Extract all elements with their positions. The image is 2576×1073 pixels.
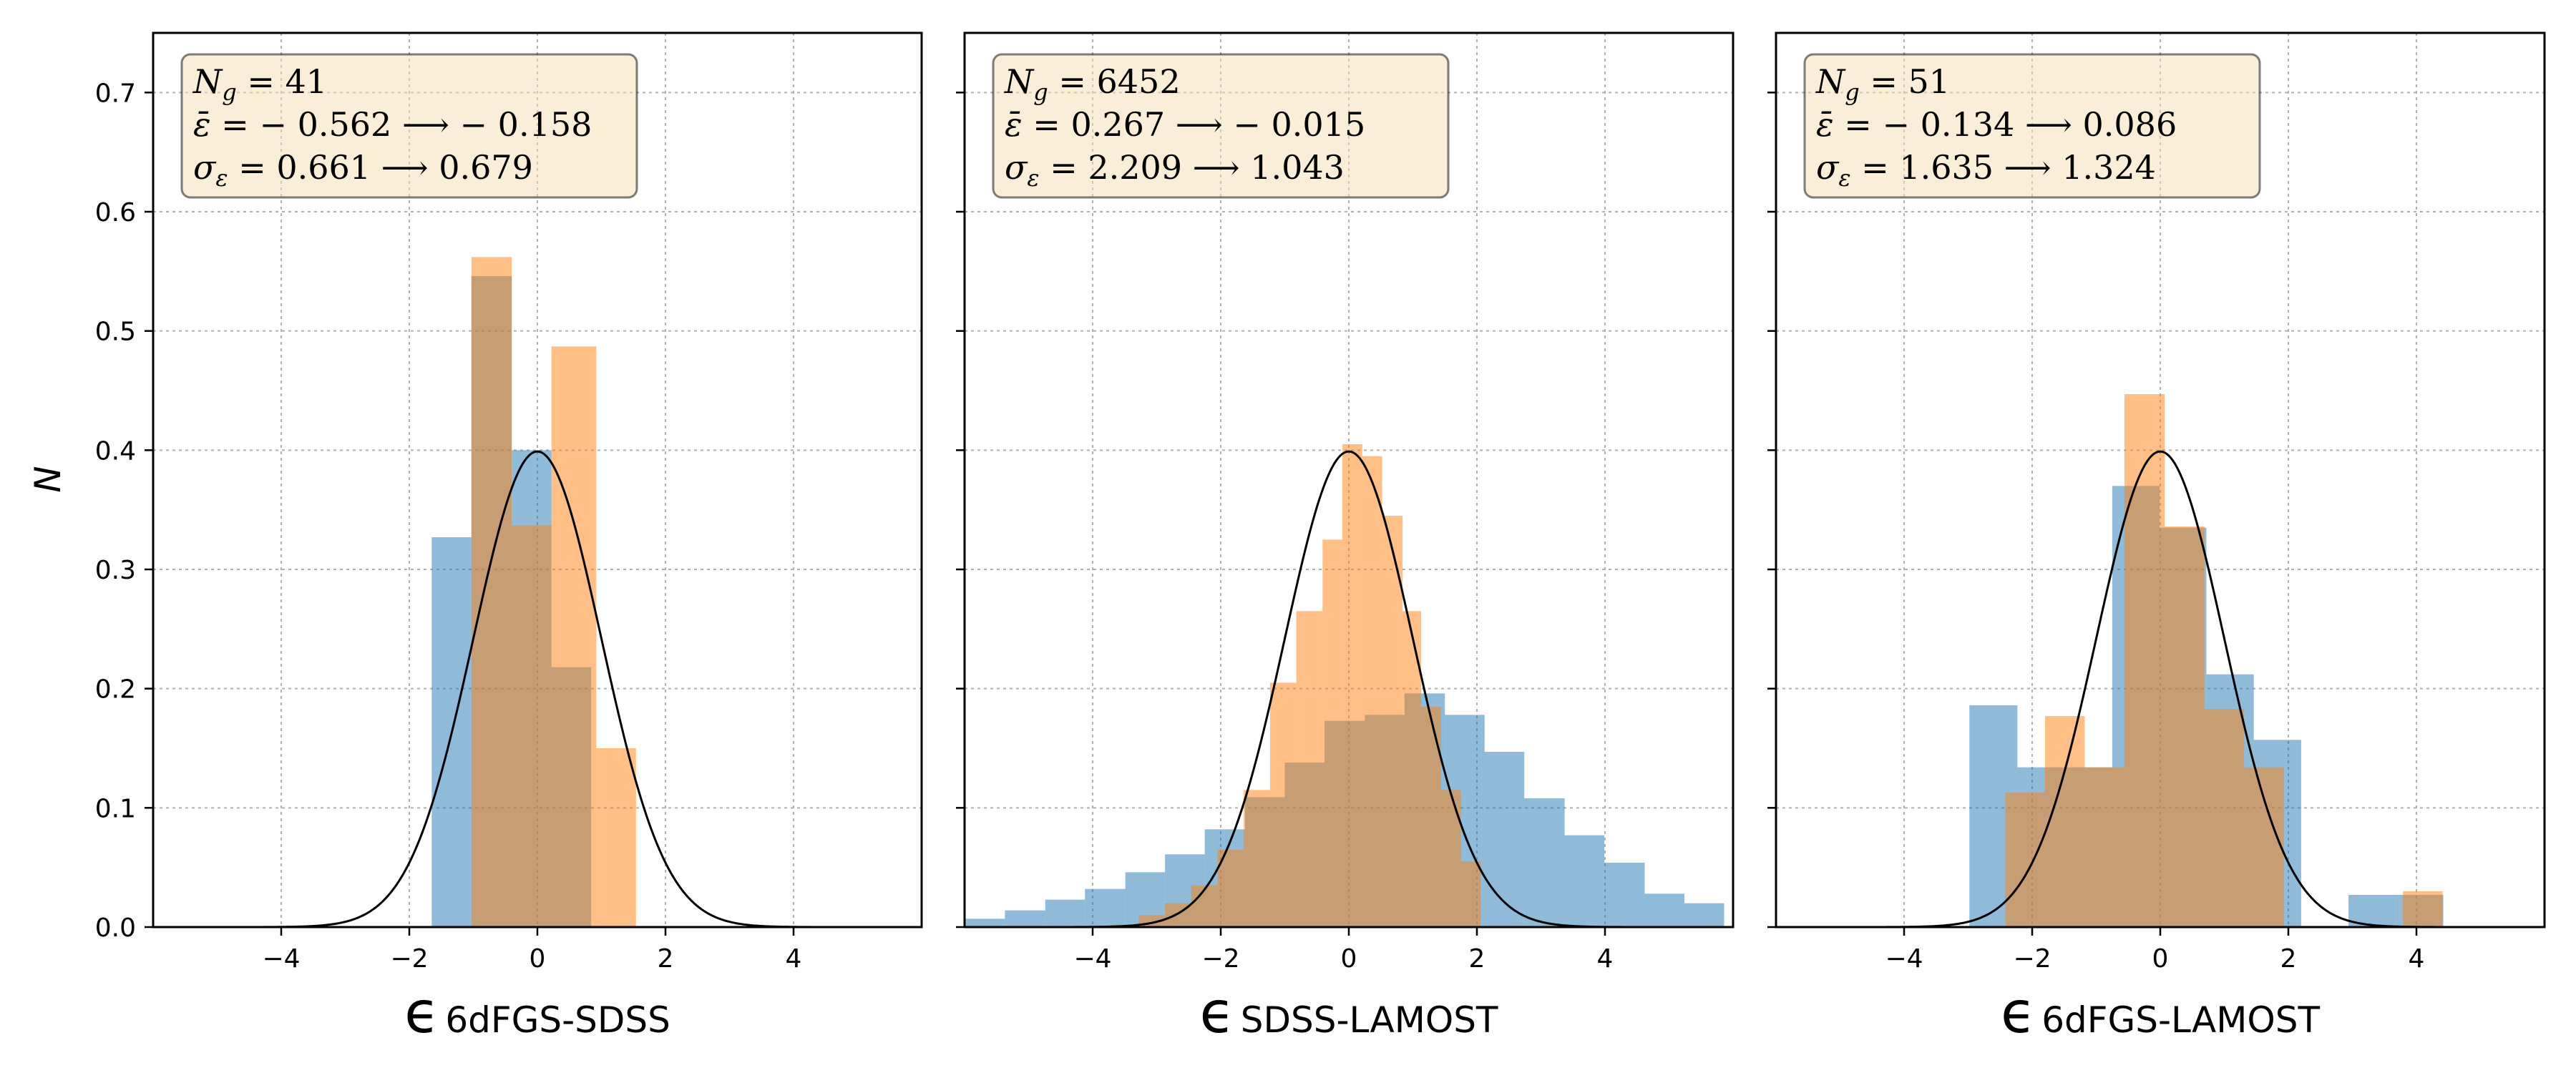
stats-line-1: Ng = 51 xyxy=(1815,62,1950,106)
gaussian-curve xyxy=(1840,450,2481,929)
x-tick-label: 2 xyxy=(2280,944,2297,974)
histogram-bar xyxy=(1362,456,1382,927)
y-tick-label: 0.6 xyxy=(95,198,136,227)
y-tick-label: 0.1 xyxy=(95,794,136,823)
histogram-after xyxy=(471,257,636,927)
x-tick-label: 0 xyxy=(2152,944,2169,974)
panel-1: −4 −2 0 2 4 0.0 0.1 0.2 0.3 0.4 0.5 0.6 0.7 ϵ 6dFGS-SD… xyxy=(95,31,923,1046)
histogram-bar xyxy=(512,525,552,927)
x-tick-label: 0 xyxy=(1341,944,1357,974)
y-tick-label: 0.2 xyxy=(95,675,136,705)
textbox-frame xyxy=(992,53,1450,199)
histograms xyxy=(431,257,636,927)
gaussian-curve xyxy=(217,450,858,929)
histogram-bar xyxy=(1484,752,1525,927)
histogram-bar xyxy=(1402,611,1422,927)
stats-line-3: σε = 1.635 ⟶ 1.324 xyxy=(1816,148,2156,192)
histogram-bar xyxy=(965,918,1005,927)
textbox-frame xyxy=(180,53,638,199)
y-tick-label: 0.4 xyxy=(95,436,136,466)
histogram-bar xyxy=(2084,767,2124,927)
histogram-bar xyxy=(1460,861,1481,927)
stats-line-1: Ng = 6452 xyxy=(1004,62,1181,106)
histogram-bar xyxy=(1045,899,1085,927)
gaussian-curve xyxy=(1028,450,1669,929)
x-axis-label: ϵ SDSS-LAMOST xyxy=(1200,979,1498,1046)
x-tick-label: 2 xyxy=(1469,944,1485,974)
histogram-after xyxy=(1112,444,1481,927)
panel-3: −4 −2 0 2 4 ϵ 6dFGS-LAMOST Ng = 51ε̄ = − 0.134 … xyxy=(1767,31,2546,1046)
x-tick-label: 2 xyxy=(658,944,674,974)
y-tick-label: 0.0 xyxy=(95,913,136,943)
x-tick-label: −2 xyxy=(1201,944,1239,974)
histogram-bar xyxy=(596,748,636,927)
y-tick-label: 0.7 xyxy=(95,79,136,108)
x-tick-label: −2 xyxy=(390,944,428,974)
x-tick-label: −4 xyxy=(1885,944,1923,974)
textbox-frame xyxy=(1803,53,2261,199)
y-tick-label: 0.5 xyxy=(95,318,136,347)
stats-line-1: Ng = 41 xyxy=(192,62,327,106)
histogram-bar xyxy=(1269,682,1297,927)
stats-textbox: Ng = 51ε̄ = − 0.134 ⟶ 0.086 σε = 1.635 ⟶ … xyxy=(1803,53,2261,199)
histogram-bar xyxy=(1244,790,1270,927)
histogram-bar xyxy=(1421,706,1441,927)
histogram-after xyxy=(2005,394,2443,927)
histogram-bar xyxy=(2124,394,2165,927)
histogram-bar xyxy=(1684,903,1724,927)
x-tick-label: 0 xyxy=(530,944,546,974)
x-tick-label: −4 xyxy=(262,944,300,974)
histogram-bar xyxy=(1604,863,1645,927)
histogram-bar xyxy=(1005,910,1045,927)
histogram-bar xyxy=(1440,790,1461,927)
x-tick-label: −2 xyxy=(2013,944,2051,974)
histogram-bar xyxy=(1322,539,1343,927)
y-axis-label: N xyxy=(27,466,69,492)
stats-line-3: σε = 2.209 ⟶ 1.043 xyxy=(1005,148,1345,192)
histogram-bar xyxy=(1382,516,1403,927)
y-tick-label: 0.3 xyxy=(95,556,136,585)
histogram-bar xyxy=(1191,885,1218,927)
stats-textbox: Ng = 41ε̄ = − 0.562 ⟶ − 0.158 σε = 0.661 … xyxy=(180,53,638,199)
histogram-bar xyxy=(2244,767,2284,927)
histogram-bar xyxy=(471,257,512,927)
histogram-bar xyxy=(2044,716,2085,927)
histograms xyxy=(965,444,1724,927)
x-tick-label: −4 xyxy=(1073,944,1111,974)
x-axis-label: ϵ 6dFGS-SDSS xyxy=(404,979,670,1046)
histogram-bar xyxy=(1644,893,1684,927)
x-axis-label: ϵ 6dFGS-LAMOST xyxy=(2001,979,2320,1046)
histogram-bar xyxy=(1564,835,1605,927)
histogram-bar xyxy=(1085,888,1126,927)
x-tick-label: 4 xyxy=(2409,944,2425,974)
stats-line-2: ε̄ = − 0.562 ⟶ − 0.158 xyxy=(193,105,592,144)
histogram-bar xyxy=(2165,526,2205,927)
histogram-bar xyxy=(1524,798,1565,927)
x-tick-label: 4 xyxy=(786,944,802,974)
histogram-bar xyxy=(551,346,597,927)
histograms xyxy=(1969,394,2444,927)
stats-line-2: ε̄ = 0.267 ⟶ − 0.015 xyxy=(1005,105,1365,144)
x-tick-label: 4 xyxy=(1597,944,1614,974)
stats-line-2: ε̄ = − 0.134 ⟶ 0.086 xyxy=(1816,105,2177,144)
stats-line-3: σε = 0.661 ⟶ 0.679 xyxy=(193,148,533,192)
histogram-bar xyxy=(2403,891,2443,927)
histogram-bar xyxy=(2005,792,2045,927)
histogram-bar xyxy=(1296,611,1323,927)
histogram-bar xyxy=(1342,444,1362,927)
histogram-bar xyxy=(2204,709,2245,927)
grid xyxy=(153,33,922,927)
